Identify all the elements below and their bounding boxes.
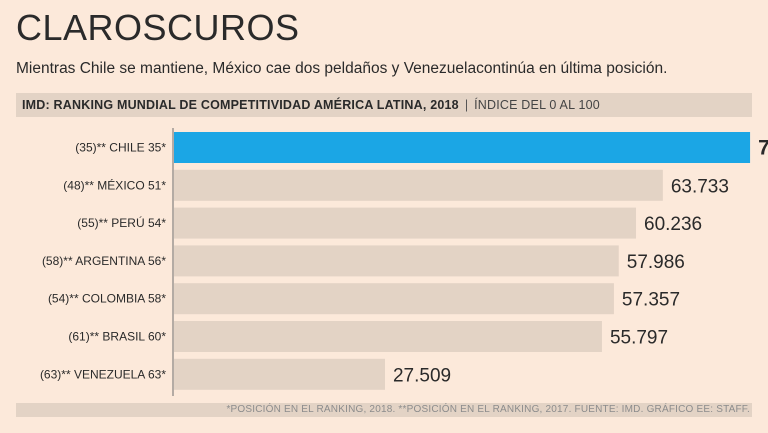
footer-source-note: *POSICIÓN EN EL RANKING, 2018. **POSICIÓ…	[226, 404, 750, 415]
chart-subtitle: Mientras Chile se mantiene, México cae d…	[16, 60, 668, 77]
category-label-4: (54)** COLOMBIA 58*	[48, 292, 166, 306]
bar-3	[174, 245, 619, 277]
chart-title: CLAROSCUROS	[16, 7, 300, 48]
category-label-5: (61)** BRASIL 60*	[68, 330, 166, 344]
value-label-5: 55.797	[610, 328, 668, 349]
category-label-6: (63)** VENEZUELA 63*	[40, 367, 166, 381]
bar-1	[174, 169, 663, 201]
bar-2	[174, 207, 637, 239]
category-label-3: (58)** ARGENTINA 56*	[42, 254, 166, 268]
chart-header-separator: |	[464, 98, 469, 112]
chart-header-scale: ÍNDICE DEL 0 AL 100	[474, 98, 600, 112]
footer-bar	[16, 403, 752, 417]
chart-header-bar: IMD: RANKING MUNDIAL DE COMPETITIVIDAD A…	[16, 93, 752, 117]
category-label-2: (55)** PERÚ 54*	[77, 215, 166, 230]
value-label-3: 57.986	[627, 252, 685, 273]
bar-4	[174, 283, 614, 315]
value-label-0: 75.107	[758, 137, 768, 160]
category-label-0: (35)** CHILE 35*	[75, 141, 166, 155]
chart-header-title: IMD: RANKING MUNDIAL DE COMPETITIVIDAD A…	[22, 98, 459, 112]
value-label-6: 27.509	[393, 365, 451, 386]
bar-0	[174, 132, 751, 163]
bar-5	[174, 321, 602, 352]
value-label-2: 60.236	[644, 214, 702, 235]
value-label-4: 57.357	[622, 290, 680, 311]
bar-6	[174, 358, 385, 390]
value-label-1: 63.733	[671, 176, 729, 197]
category-label-1: (48)** MÉXICO 51*	[63, 177, 166, 192]
